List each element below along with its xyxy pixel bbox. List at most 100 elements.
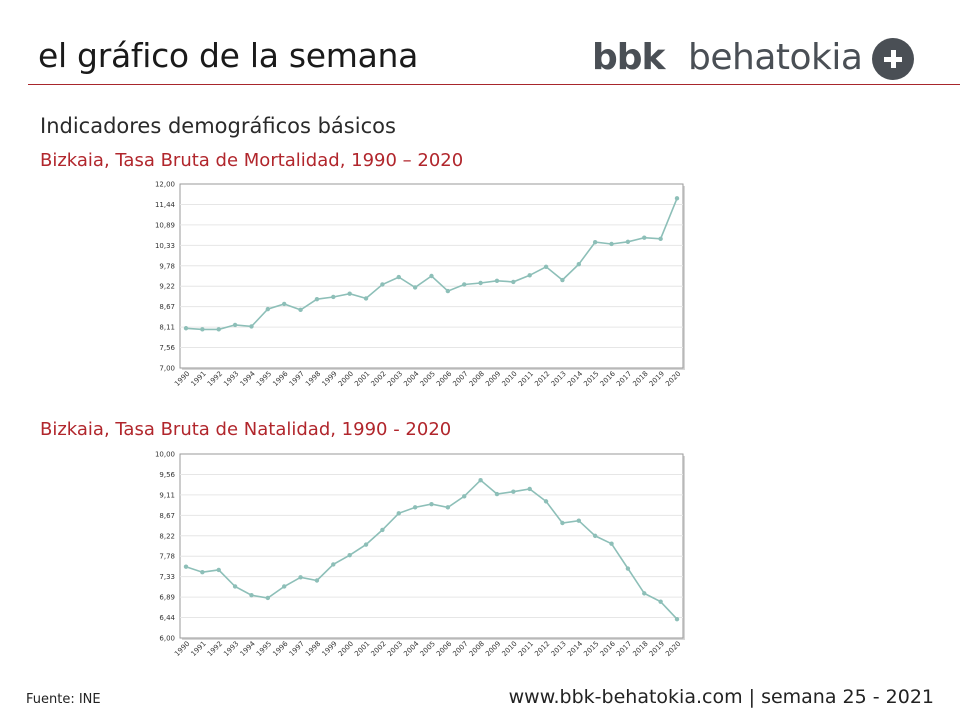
mortality-data-point: [462, 282, 467, 287]
mortality-y-tick-label: 7,56: [159, 344, 175, 352]
mortality-data-point: [200, 327, 205, 332]
natality-x-tick-label: 2004: [402, 639, 421, 658]
mortality-chart: 12,00 11,44 10,89 10,33 9,78 9,22 8,67 8,11 7,56…: [155, 181, 685, 388]
mortality-x-tick-label: 2020: [664, 370, 682, 388]
mortality-x-tick-label: 2015: [582, 370, 600, 388]
mortality-y-tick-label: 9,22: [159, 283, 175, 291]
mortality-data-point: [592, 239, 598, 245]
natality-x-tick-label: 2001: [353, 640, 371, 658]
mortality-x-tick-label: 1994: [239, 369, 258, 388]
mortality-y-tick-label: 10,89: [155, 221, 175, 229]
mortality-x-tick-label: 2001: [353, 370, 371, 388]
natality-data-point: [674, 616, 680, 622]
mortality-x-tick-label: 2019: [648, 370, 666, 388]
natality-data-point: [249, 593, 254, 598]
natality-x-tick-label: 1998: [304, 640, 322, 658]
natality-x-tick-label: 1990: [173, 640, 191, 658]
natality-data-point: [658, 599, 663, 604]
mortality-x-tick-label: 1995: [255, 370, 273, 388]
natality-y-tick-label: 9,56: [159, 471, 175, 479]
natality-x-tick-label: 2020: [664, 640, 682, 658]
natality-x-tick-label: 2019: [648, 640, 666, 658]
natality-data-point: [314, 578, 320, 583]
mortality-x-tick-label: 2007: [451, 370, 469, 388]
natality-y-tick-label: 7,78: [159, 553, 175, 561]
mortality-x-tick-label: 2004: [402, 369, 421, 388]
mortality-x-tick-label: 2002: [370, 370, 388, 388]
mortality-y-tick-label: 7,00: [159, 365, 175, 373]
natality-x-tick-label: 2014: [566, 639, 585, 658]
mortality-chart-title: Bizkaia, Tasa Bruta de Mortalidad, 1990 …: [40, 150, 464, 171]
natality-data-point: [200, 570, 205, 575]
natality-y-tick-label: 9,11: [159, 491, 175, 499]
mortality-x-tick-label: 2012: [533, 370, 551, 388]
natality-y-tick-label: 6,89: [159, 594, 175, 602]
natality-chart-title: Bizkaia, Tasa Bruta de Natalidad, 1990 -…: [40, 419, 452, 440]
mortality-data-point: [494, 278, 500, 283]
natality-data-point: [298, 575, 303, 580]
mortality-data-point: [609, 241, 614, 247]
natality-data-point: [265, 595, 271, 601]
mortality-data-point: [282, 301, 287, 307]
natality-data-point: [478, 478, 483, 483]
mortality-data-point: [216, 327, 221, 332]
mortality-data-point: [363, 296, 369, 301]
mortality-x-tick-label: 1997: [288, 370, 306, 388]
mortality-x-tick-label: 2006: [435, 369, 454, 388]
natality-x-tick-label: 2007: [451, 640, 469, 658]
natality-data-point: [560, 520, 565, 526]
mortality-x-tick-label: 2008: [468, 370, 486, 388]
mortality-data-point: [543, 264, 549, 269]
mortality-data-point: [380, 282, 385, 287]
natality-data-point: [183, 564, 189, 569]
natality-x-tick-label: 2009: [484, 640, 502, 658]
natality-data-point: [429, 501, 434, 507]
natality-data-point: [609, 541, 614, 546]
natality-y-tick-label: 10,00: [155, 451, 175, 459]
mortality-data-point: [527, 273, 532, 278]
mortality-data-point: [396, 274, 401, 280]
natality-x-tick-label: 2018: [631, 640, 649, 658]
mortality-y-tick-label: 8,11: [159, 324, 175, 332]
mortality-data-point: [560, 277, 565, 283]
natality-data-point: [576, 518, 581, 523]
mortality-x-tick-label: 1998: [304, 370, 322, 388]
mortality-data-point: [314, 296, 320, 302]
mortality-y-tick-label: 11,44: [155, 201, 176, 209]
natality-x-tick-label: 2005: [419, 640, 437, 658]
natality-data-point: [396, 511, 401, 516]
mortality-data-point: [429, 273, 434, 279]
natality-y-tick-label: 8,22: [159, 532, 175, 540]
natality-x-tick-label: 2011: [517, 640, 535, 658]
mortality-x-tick-label: 2013: [550, 370, 568, 388]
footer-website: www.bbk-behatokia.com | semana 25 - 2021: [508, 686, 934, 708]
mortality-x-tick-label: 1990: [173, 370, 191, 388]
mortality-x-tick-label: 1991: [190, 370, 208, 388]
natality-data-point: [216, 567, 221, 573]
natality-data-point: [592, 533, 598, 539]
natality-data-point: [347, 553, 352, 558]
logo-bbk-text: bbk: [592, 37, 665, 78]
natality-x-tick-label: 1991: [190, 640, 208, 658]
mortality-x-tick-label: 2018: [631, 370, 649, 388]
mortality-x-tick-label: 1993: [222, 370, 240, 388]
mortality-data-point: [642, 235, 647, 240]
natality-plot-area: [179, 453, 684, 639]
natality-y-tick-label: 6,44: [159, 614, 175, 622]
natality-data-point: [625, 566, 631, 571]
mortality-data-point: [511, 279, 516, 285]
natality-x-tick-label: 2017: [615, 640, 633, 658]
footer-source: Fuente: INE: [26, 692, 101, 707]
mortality-x-tick-label: 2005: [419, 370, 437, 388]
natality-x-tick-label: 1994: [239, 639, 258, 658]
mortality-data-point: [331, 294, 336, 300]
natality-y-tick-label: 6,00: [159, 635, 175, 643]
natality-x-tick-label: 1993: [222, 640, 240, 658]
natality-x-tick-label: 1996: [271, 639, 290, 658]
mortality-data-point: [265, 306, 271, 312]
mortality-data-point: [232, 322, 238, 328]
mortality-y-tick-label: 9,78: [159, 262, 175, 270]
mortality-data-point: [674, 196, 680, 201]
plus-circle-icon: [872, 38, 914, 80]
natality-data-point: [331, 562, 336, 567]
